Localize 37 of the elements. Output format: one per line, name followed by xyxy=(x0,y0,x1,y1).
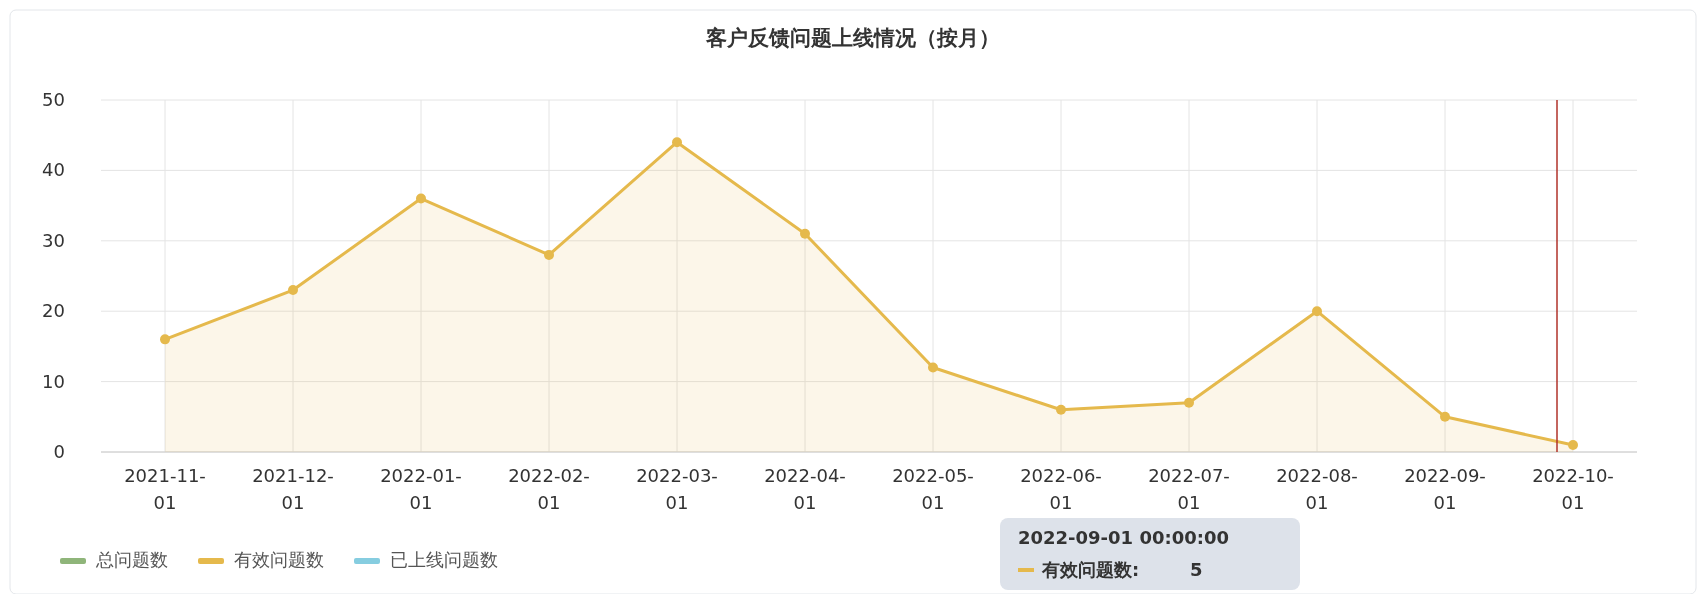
x-tick-label: 2022-09-01 xyxy=(1404,465,1486,513)
y-tick-label: 10 xyxy=(42,370,65,392)
legend-label: 已上线问题数 xyxy=(390,549,498,570)
text: 2022-09-01 00:00:00 xyxy=(1018,527,1229,548)
point xyxy=(1440,411,1450,422)
x-tick-label: 2022-01-01 xyxy=(380,465,462,513)
x-tick-label: 2022-07-01 xyxy=(1148,465,1230,513)
y-tick-label: 40 xyxy=(42,159,65,181)
x-tick-label: 2021-12-01 xyxy=(252,465,334,513)
y-tick-label: 0 xyxy=(53,441,65,462)
x-tick-label: 2022-04-01 xyxy=(764,465,846,513)
x-tick-label: 2022-10-01 xyxy=(1532,465,1614,513)
legend-label: 总问题数 xyxy=(95,549,168,570)
x-tick-label: 2022-05-01 xyxy=(892,465,974,513)
point xyxy=(544,249,554,260)
point xyxy=(288,285,298,296)
point xyxy=(1568,439,1578,450)
x-tick-label: 2022-06-01 xyxy=(1020,465,1102,513)
point xyxy=(800,228,810,239)
x-tick-label: 2022-03-01 xyxy=(636,465,718,513)
x-tick-label: 2022-08-01 xyxy=(1276,465,1358,513)
y-tick-label: 20 xyxy=(42,300,65,322)
x-tick-label: 2022-02-01 xyxy=(508,465,590,513)
point xyxy=(928,362,938,373)
y-tick-label: 30 xyxy=(42,229,65,251)
text: 5 xyxy=(1190,559,1203,580)
point xyxy=(672,137,682,148)
point xyxy=(1184,397,1194,408)
chart-title: 客户反馈问题上线情况（按月） xyxy=(705,26,1000,50)
legend-label: 有效问题数 xyxy=(234,549,324,570)
y-tick-label: 50 xyxy=(42,89,65,110)
text: 有效问题数: xyxy=(1041,559,1140,580)
point xyxy=(160,334,170,345)
x-tick-label: 2021-11-01 xyxy=(124,465,206,513)
point xyxy=(1312,306,1322,317)
point xyxy=(1056,404,1066,415)
point xyxy=(416,193,426,204)
